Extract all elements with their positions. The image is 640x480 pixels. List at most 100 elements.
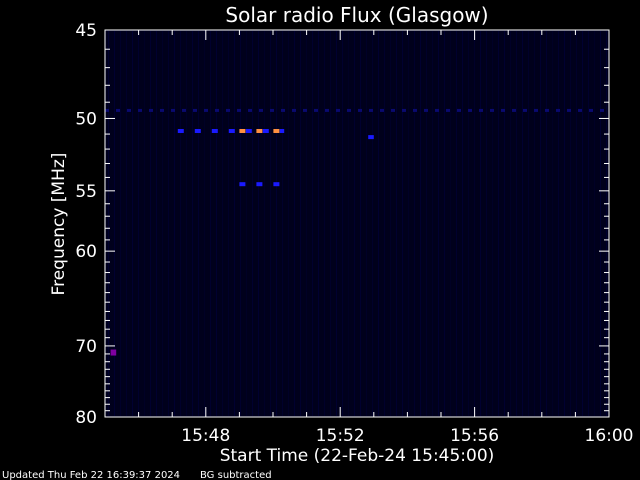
emission-mark	[556, 108, 560, 112]
emission-mark	[358, 108, 362, 112]
background-stripe	[228, 31, 229, 416]
background-stripe	[444, 31, 445, 416]
emission-mark	[368, 135, 374, 140]
background-stripe	[528, 31, 529, 416]
background-stripe	[570, 31, 571, 416]
background-stripe	[402, 31, 403, 416]
background-stripe	[192, 31, 193, 416]
x-tick-label: 15:52	[316, 426, 365, 446]
background-stripe	[216, 31, 217, 416]
emission-mark	[182, 108, 186, 112]
background-stripe	[306, 31, 307, 416]
emission-mark	[534, 108, 538, 112]
background-stripe	[504, 31, 505, 416]
background-stripe	[300, 31, 301, 416]
background-stripe	[594, 31, 595, 416]
plot-frame	[104, 29, 610, 418]
emission-mark	[391, 108, 395, 112]
background-stripe	[138, 31, 139, 416]
emission-mark	[239, 128, 246, 133]
background-stripe	[456, 31, 457, 416]
emission-mark	[256, 182, 263, 187]
emission-mark	[193, 108, 197, 112]
background-stripe	[522, 31, 523, 416]
emission-mark	[523, 108, 527, 112]
background-stripe	[534, 31, 535, 416]
emission-mark	[479, 108, 483, 112]
emission-mark	[215, 108, 219, 112]
emission-mark	[116, 108, 120, 112]
background-stripe	[144, 31, 145, 416]
y-tick-label: 70	[75, 337, 97, 357]
background-stripes	[108, 31, 607, 416]
emission-mark	[424, 108, 428, 112]
background-stripe	[558, 31, 559, 416]
background-stripe	[576, 31, 577, 416]
emission-mark	[110, 349, 117, 356]
emission-mark	[512, 108, 516, 112]
emission-mark	[248, 108, 252, 112]
emission-mark	[105, 108, 109, 112]
background-stripe	[330, 31, 331, 416]
background-stripe	[210, 31, 211, 416]
background-stripe	[150, 31, 151, 416]
background-stripe	[606, 31, 607, 416]
background-stripe	[246, 31, 247, 416]
background-stripe	[288, 31, 289, 416]
emission-mark	[292, 108, 296, 112]
background-stripe	[180, 31, 181, 416]
emission-mark	[402, 108, 406, 112]
background-stripe	[414, 31, 415, 416]
y-tick-label: 80	[75, 408, 97, 428]
axis-ticks: 45 50 55 60 70 80 15:48 15:52 15:56 16:00	[75, 21, 633, 446]
updated-timestamp: Updated Thu Feb 22 16:39:37 2024	[2, 470, 180, 480]
background-stripe	[486, 31, 487, 416]
emission-mark	[413, 108, 417, 112]
emission-mark	[211, 128, 218, 133]
background-stripe	[120, 31, 121, 416]
background-stripe	[354, 31, 355, 416]
emission-mark	[204, 108, 208, 112]
background-stripe	[432, 31, 433, 416]
emission-mark	[160, 108, 164, 112]
background-stripe	[276, 31, 277, 416]
emission-mark	[468, 108, 472, 112]
background-stripe	[546, 31, 547, 416]
emission-mark	[380, 108, 384, 112]
emission-mark	[259, 108, 263, 112]
background-stripe	[348, 31, 349, 416]
background-stripe	[552, 31, 553, 416]
bg-subtracted-note: BG subtracted	[200, 470, 272, 480]
background-stripe	[132, 31, 133, 416]
background-stripe	[234, 31, 235, 416]
background-stripe	[366, 31, 367, 416]
emission-mark	[245, 128, 252, 133]
plot-area	[105, 30, 609, 417]
background-stripe	[198, 31, 199, 416]
background-stripe	[474, 31, 475, 416]
background-stripe	[372, 31, 373, 416]
y-tick-label: 45	[75, 21, 97, 41]
y-tick-label: 60	[75, 242, 97, 262]
background-stripe	[342, 31, 343, 416]
background-stripe	[264, 31, 265, 416]
emission-mark	[138, 108, 142, 112]
emission-mark	[281, 108, 285, 112]
background-stripe	[378, 31, 379, 416]
emission-mark	[194, 128, 201, 133]
emission-mark	[127, 108, 131, 112]
background-stripe	[588, 31, 589, 416]
emission-mark	[457, 108, 461, 112]
background-stripe	[384, 31, 385, 416]
background-stripe	[390, 31, 391, 416]
emission-mark	[336, 108, 340, 112]
background-stripe	[492, 31, 493, 416]
background-stripe	[468, 31, 469, 416]
background-stripe	[564, 31, 565, 416]
background-stripe	[438, 31, 439, 416]
emission-mark	[270, 108, 274, 112]
background-stripe	[108, 31, 109, 416]
chart-title: Solar radio Flux (Glasgow)	[225, 3, 488, 27]
emission-mark	[578, 108, 582, 112]
